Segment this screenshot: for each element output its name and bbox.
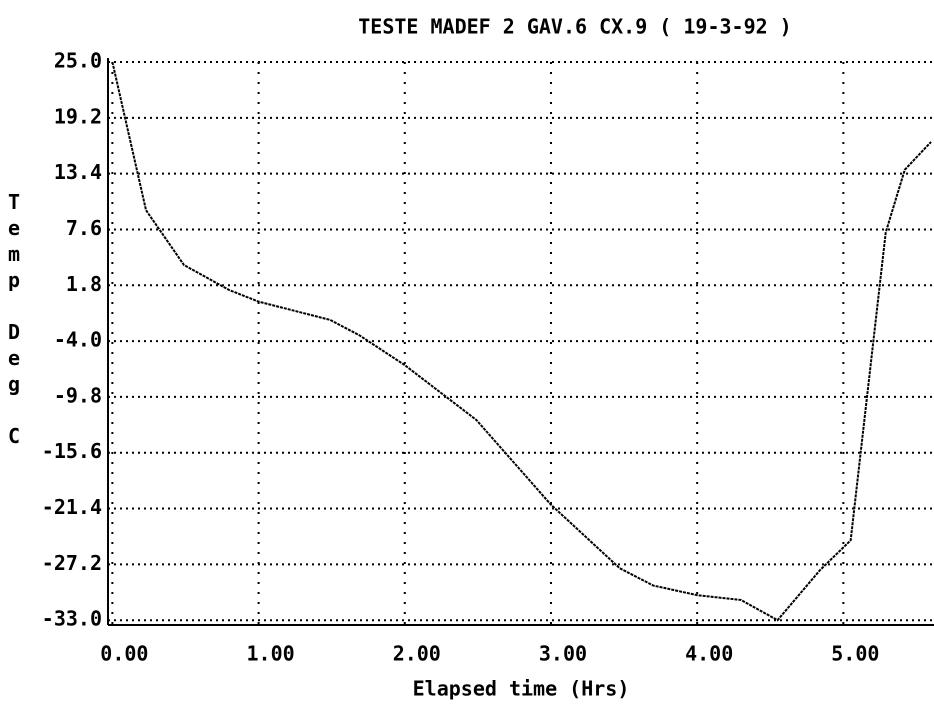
x-tick-label: 4.00 [685, 642, 733, 666]
data-line [111, 61, 932, 622]
y-tick-label: 1.8 [66, 272, 102, 296]
y-tick-label: 13.4 [54, 160, 102, 184]
y-tick-label: -4.0 [54, 328, 102, 352]
y-tick-label: 25.0 [54, 49, 102, 73]
x-tick-label: 0.00 [100, 642, 148, 666]
x-tick-label: 2.00 [393, 642, 441, 666]
y-tick-label: 19.2 [54, 104, 102, 128]
y-tick-label: -21.4 [42, 495, 102, 519]
y-tick-label: -15.6 [42, 439, 102, 463]
y-axis-label: Temp Deg C [2, 190, 26, 450]
y-tick-label: -9.8 [54, 383, 102, 407]
x-tick-label: 5.00 [831, 642, 879, 666]
y-tick-label: 7.6 [66, 216, 102, 240]
y-tick-label: -27.2 [42, 551, 102, 575]
x-tick-label: 1.00 [246, 642, 294, 666]
x-axis-label: Elapsed time (Hrs) [413, 677, 630, 701]
y-tick-label: -33.0 [42, 607, 102, 631]
chart-title: TESTE MADEF 2 GAV.6 CX.9 ( 19-3-92 ) [358, 15, 791, 39]
x-tick-label: 3.00 [539, 642, 587, 666]
